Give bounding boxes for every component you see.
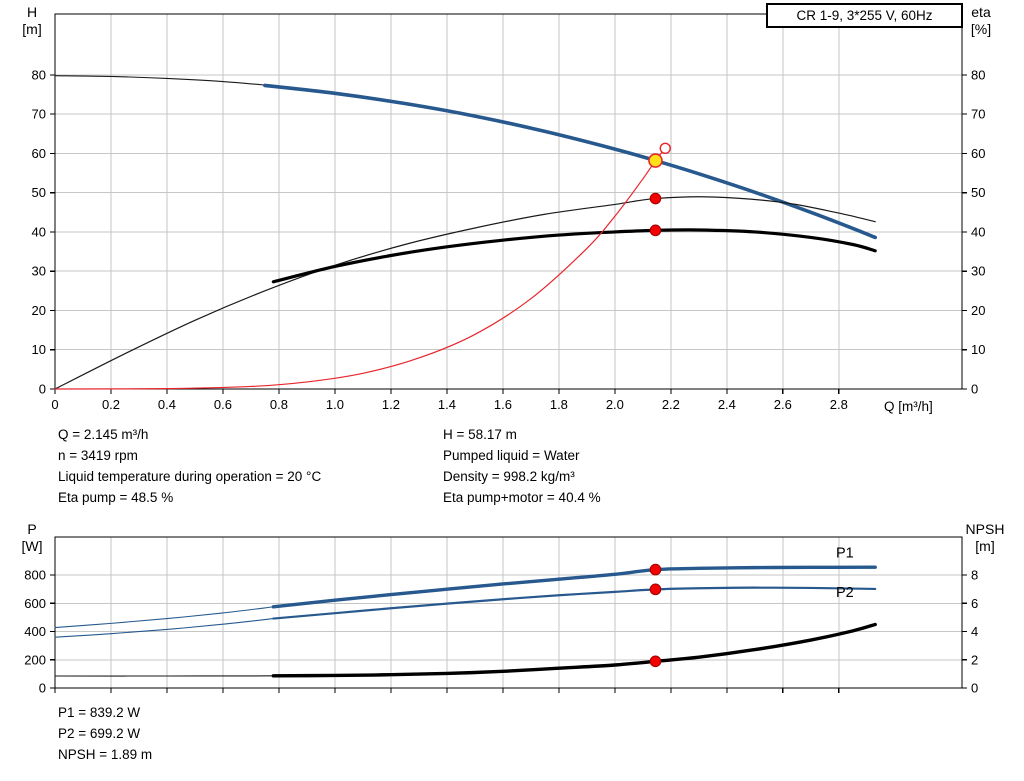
eta-axis-unit: [%] [970,21,992,37]
head-axis-unit: [m] [22,21,42,37]
eta-pump-motor-point [649,224,662,237]
svg-text:10: 10 [32,342,46,357]
svg-text:50: 50 [971,185,985,200]
svg-text:0.6: 0.6 [214,397,232,412]
p2-label: P2 [836,585,854,601]
svg-text:30: 30 [971,264,985,279]
svg-text:40: 40 [32,224,46,239]
npsh-axis-title: NPSH [m] [954,521,1016,555]
system-curve-end-marker [659,142,671,154]
npsh-point [649,655,662,668]
info-line-density: Density = 998.2 kg/m³ [443,469,575,484]
info-line-liquid-temp: Liquid temperature during operation = 20… [58,469,322,484]
svg-text:40: 40 [971,224,985,239]
svg-text:60: 60 [32,146,46,161]
eta-pump-point [649,192,662,205]
power-axis-symbol: P [27,521,37,537]
svg-text:20: 20 [971,303,985,318]
power-info: P1 = 839.2 W P2 = 699.2 W NPSH = 1.89 m [58,702,152,765]
svg-text:2.0: 2.0 [606,397,624,412]
hq-eta-chart: 0 10 20 30 40 50 60 70 80 0 10 20 30 40 50 60 70 80 0 0.2 0.… [32,13,985,412]
info-line-flow: Q = 2.145 m³/h [58,427,149,442]
svg-text:400: 400 [24,624,46,639]
svg-text:0: 0 [971,382,978,397]
duty-info-left: Q = 2.145 m³/h n = 3419 rpm Liquid tempe… [58,424,321,508]
pump-model-box: CR 1-9, 3*255 V, 60Hz [766,3,963,28]
p2-curve [272,586,877,620]
svg-text:0: 0 [971,681,978,696]
system-curve [54,147,666,390]
svg-text:10: 10 [971,342,985,357]
npsh-axis-unit: [m] [975,538,995,554]
power-axis-title: P [W] [12,521,52,555]
npsh-curve [271,622,877,678]
info-line-eta-pump-motor: Eta pump+motor = 40.4 % [443,490,601,505]
p1-curve-thin [54,606,274,629]
p1-label: P1 [836,545,854,561]
svg-text:20: 20 [32,303,46,318]
svg-text:0: 0 [51,397,58,412]
svg-text:1.4: 1.4 [438,397,456,412]
head-axis-symbol: H [26,4,38,20]
info-line-p2: P2 = 699.2 W [58,726,141,741]
svg-text:1.2: 1.2 [382,397,400,412]
svg-text:1.0: 1.0 [326,397,344,412]
p1-point [649,563,662,576]
svg-text:70: 70 [971,107,985,122]
svg-text:2.8: 2.8 [830,397,848,412]
svg-text:2: 2 [971,652,978,667]
svg-text:1.6: 1.6 [494,397,512,412]
power-axis-unit: [W] [21,538,43,554]
pump-model-label: CR 1-9, 3*255 V, 60Hz [796,8,933,23]
svg-text:1.8: 1.8 [550,397,568,412]
svg-text:800: 800 [24,568,46,583]
info-line-eta-pump: Eta pump = 48.5 % [58,490,174,505]
power-npsh-chart: 0 200 400 600 800 0 2 4 6 8 P1 P2 [24,536,978,696]
svg-text:0: 0 [39,382,46,397]
svg-text:0: 0 [39,681,46,696]
head-axis-title: H [m] [12,4,52,38]
eta-axis-symbol: eta [971,4,991,20]
svg-text:30: 30 [32,264,46,279]
eta-pump-curve [54,196,876,390]
svg-text:0.2: 0.2 [102,397,120,412]
info-line-pumped-liquid: Pumped liquid = Water [443,448,580,463]
eta-axis-title: eta [%] [958,4,1004,38]
svg-text:60: 60 [971,146,985,161]
svg-text:80: 80 [971,67,985,82]
svg-text:200: 200 [24,652,46,667]
svg-text:2.2: 2.2 [662,397,680,412]
duty-point[interactable] [648,153,663,168]
info-line-speed: n = 3419 rpm [58,448,138,463]
svg-text:600: 600 [24,596,46,611]
info-line-p1: P1 = 839.2 W [58,705,141,720]
svg-text:2.6: 2.6 [774,397,792,412]
svg-text:80: 80 [32,67,46,82]
head-curve-thin [54,75,274,87]
svg-text:70: 70 [32,107,46,122]
svg-text:6: 6 [971,596,978,611]
svg-text:4: 4 [971,624,978,639]
svg-text:8: 8 [971,568,978,583]
svg-text:0.8: 0.8 [270,397,288,412]
info-line-head: H = 58.17 m [443,427,517,442]
head-curve [263,83,878,240]
info-line-npsh: NPSH = 1.89 m [58,747,153,762]
p1-curve [271,565,877,609]
svg-text:2.4: 2.4 [718,397,736,412]
eta-pump-motor-curve [271,228,877,284]
npsh-axis-symbol: NPSH [965,521,1005,537]
svg-text:0.4: 0.4 [158,397,176,412]
p2-point [649,583,662,596]
svg-text:50: 50 [32,185,46,200]
duty-info-right: H = 58.17 m Pumped liquid = Water Densit… [443,424,601,508]
flow-axis-unit-label: Q [m³/h] [884,399,933,414]
p2-curve-thin [54,618,274,638]
